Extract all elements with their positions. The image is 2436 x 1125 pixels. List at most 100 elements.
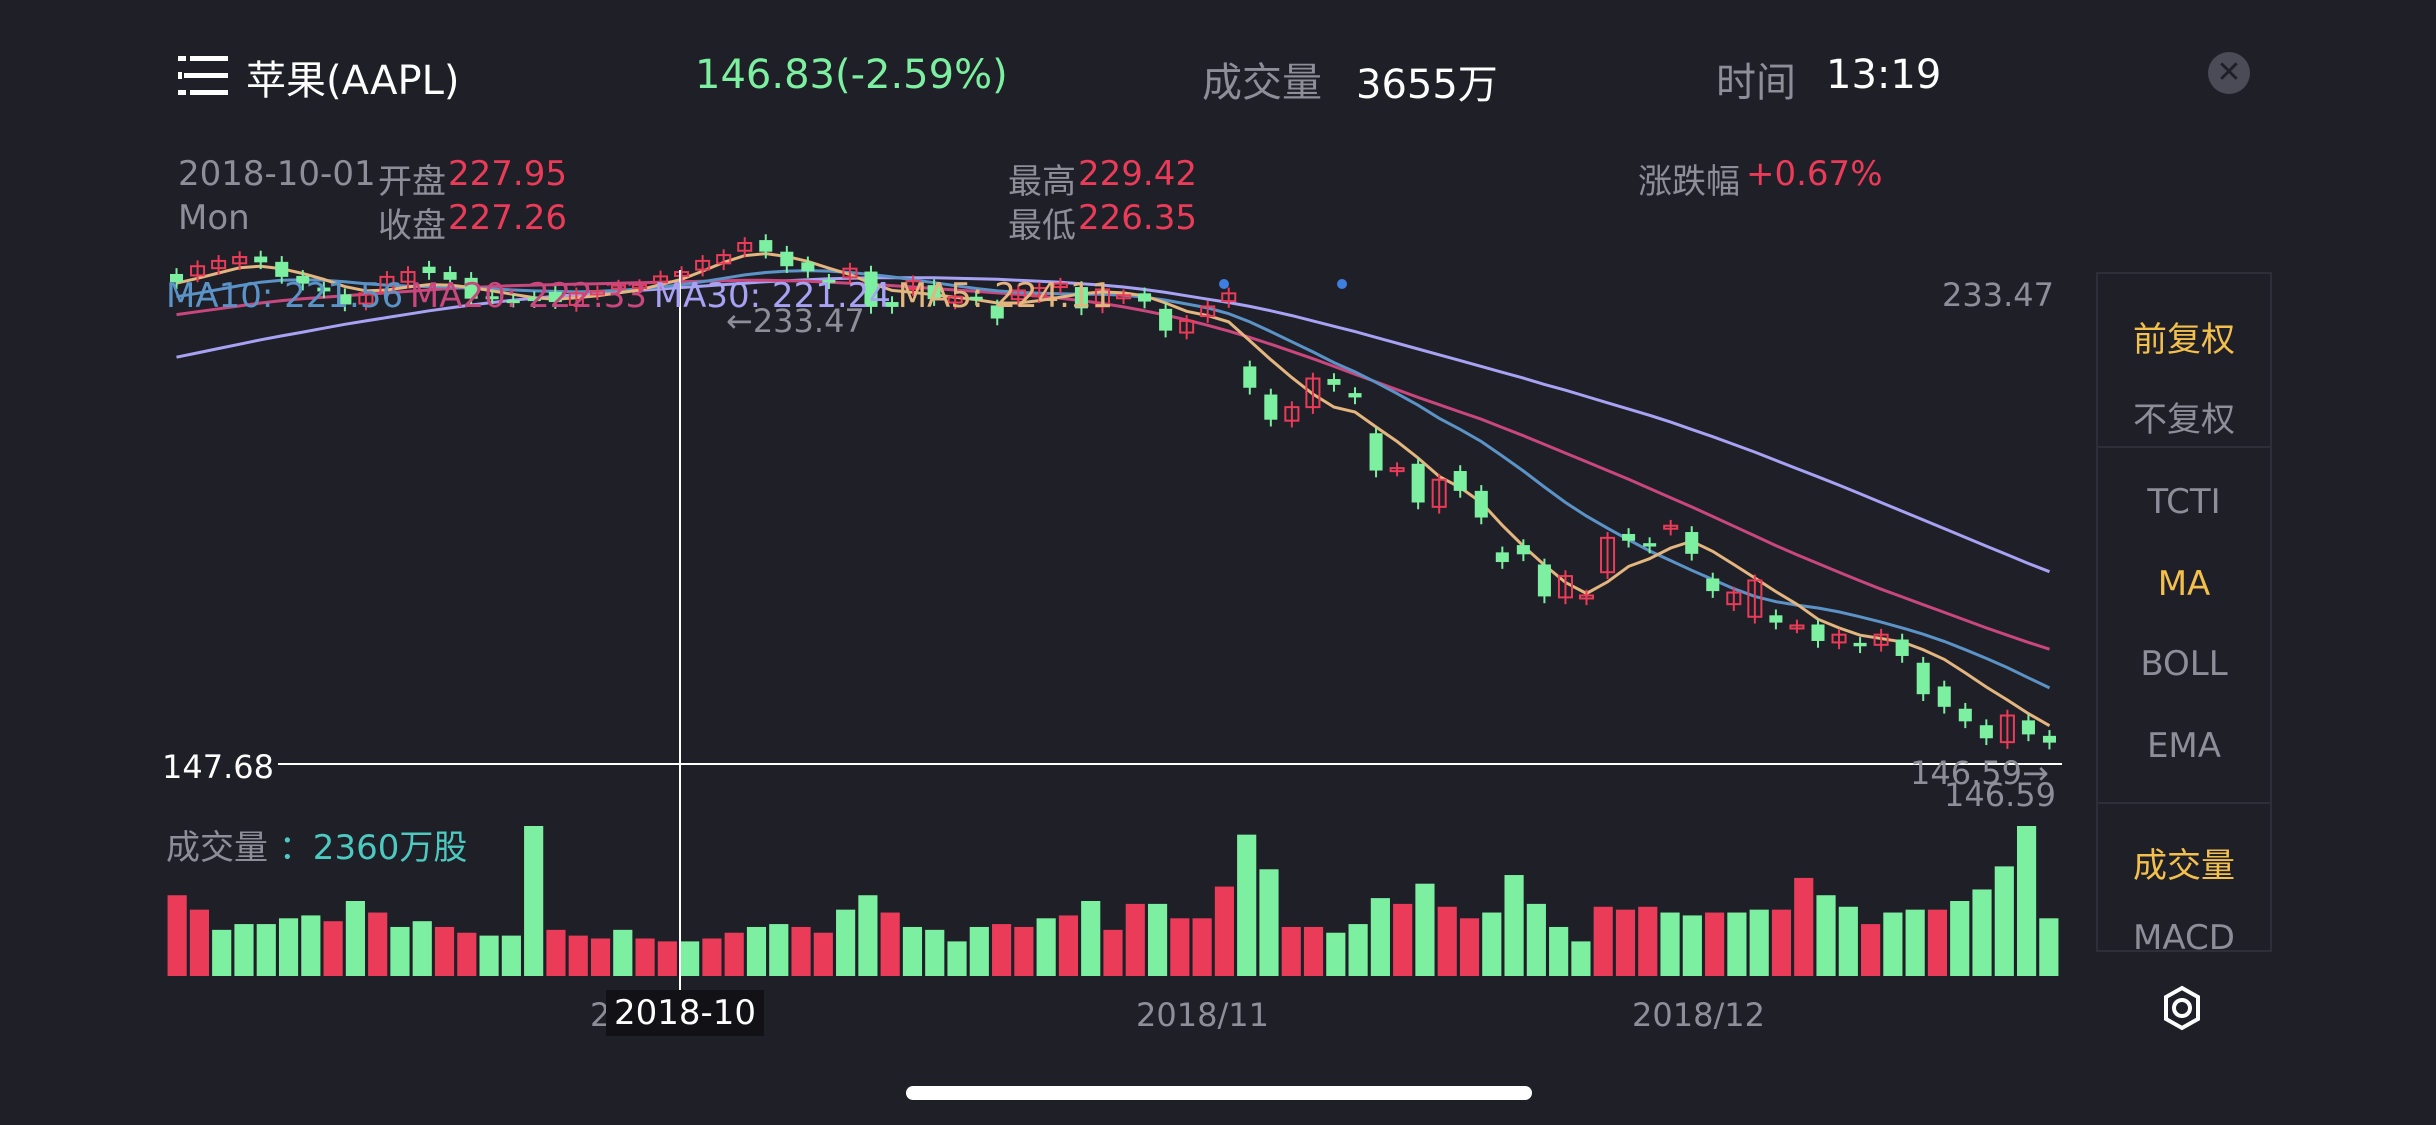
side-item-ema[interactable]: EMA [2146,726,2222,766]
crosshair-date: 2018-10 [606,990,765,1036]
candle-body [1916,662,1930,695]
volume-bar [1058,915,1079,976]
candle-body [1622,533,1636,541]
candle-body [1811,624,1825,641]
candle-body [1074,287,1088,309]
candle-body [1031,287,1047,298]
candle-body [1327,379,1341,385]
candle-body [1179,319,1195,334]
side-item-ma[interactable]: MA [2157,564,2211,604]
candle-body [527,297,541,302]
candle-body [1853,642,1867,647]
volume-bar [1571,941,1591,976]
candle-body [275,261,289,277]
candle-body [1895,639,1909,656]
candle-body [296,275,310,284]
volume-bar [590,938,611,976]
event-dot [1337,279,1347,289]
volume-bar [1303,926,1324,976]
price-max-label: 233.47 [1942,276,2054,314]
volume-bar [1950,901,1970,976]
low-label: 最低 [1008,206,1076,246]
volume-bar [1192,918,1212,976]
high-value: 229.42 [1078,154,1197,194]
candle-body [589,290,605,296]
volume-bar [1437,906,1457,976]
candle-body [695,259,711,271]
volume-bar [1370,898,1390,976]
volume-bar [1036,918,1056,976]
indicator-side-menu: 前复权 不复权 TCTI MA BOLL EMA 成交量 MACD [2096,272,2272,958]
info-weekday: Mon [178,198,250,238]
candle-body [190,265,206,277]
volume-bar [2016,826,2037,976]
volume-bar [1259,869,1279,976]
ma10-line [176,269,2051,690]
volume-bar [1705,912,1725,976]
volume-bar [1638,906,1658,976]
volume-bar [1125,903,1145,976]
candle-body [358,292,374,305]
high-label: 最高 [1008,162,1076,202]
side-item-no-adjust[interactable]: 不复权 [2133,400,2235,440]
volume-bar [769,924,789,976]
volume-value: 3655万 [1356,62,1498,108]
volume-bar [1816,895,1836,976]
gear-icon[interactable] [2158,984,2206,1032]
ma30-line [176,276,2051,574]
candle-body [885,302,899,307]
candle-body [1221,292,1237,303]
volume-bar [1615,909,1636,976]
volume-bar [791,926,811,976]
candle-body [169,273,184,283]
home-indicator[interactable] [906,1086,1532,1100]
volume-bar [546,929,566,976]
volume-bar [1103,929,1123,976]
ma20-legend: MA20: 222.33 [409,276,647,316]
x-label-oct-partial: 2 [590,996,611,1034]
volume-bar [969,926,989,976]
side-item-forward-adjust[interactable]: 前复权 [2133,320,2235,360]
volume-bar [568,935,588,976]
candle-body [716,254,732,265]
side-item-volume[interactable]: 成交量 [2133,846,2235,886]
volume-bar [836,909,856,976]
volume-bar [1526,903,1546,976]
x-label-dec: 2018/12 [1632,996,1765,1034]
candle-body [338,294,352,305]
volume-bar [1838,906,1858,976]
volume-bar [613,929,633,976]
candle-body [548,291,562,303]
volume-bar [1415,883,1435,976]
stock-name: 苹果(AAPL) [246,58,460,104]
candle-body [1305,377,1321,409]
candle-body [947,295,963,304]
volume-bar [434,926,455,976]
volume-bar [746,926,767,976]
volume-bar [947,941,967,976]
menu-icon[interactable] [178,56,228,96]
side-item-macd[interactable]: MACD [2133,918,2235,958]
info-date: 2018-10-01 [178,154,376,194]
candle-body [1769,615,1783,623]
volume-bar [1905,909,1925,976]
ma30-legend: MA30: 221.24 [653,276,891,316]
side-divider [2098,446,2270,448]
open-value: 227.95 [448,154,567,194]
candle-body [905,280,921,290]
volume-bar [1994,866,2014,976]
candle-body [1663,524,1679,530]
side-item-boll[interactable]: BOLL [2140,644,2228,684]
candle-body [1094,288,1111,308]
volume-bar [323,921,343,976]
change-value: +0.67% [1746,154,1883,194]
volume-bar [301,915,321,976]
close-icon[interactable]: ✕ [2208,52,2250,94]
volume-bar [1459,918,1480,976]
volume-bar [680,941,700,976]
volume-bar [902,926,923,976]
volume-bar [702,938,722,976]
candle-body [443,272,457,280]
side-item-tcti[interactable]: TCTI [2147,482,2221,522]
